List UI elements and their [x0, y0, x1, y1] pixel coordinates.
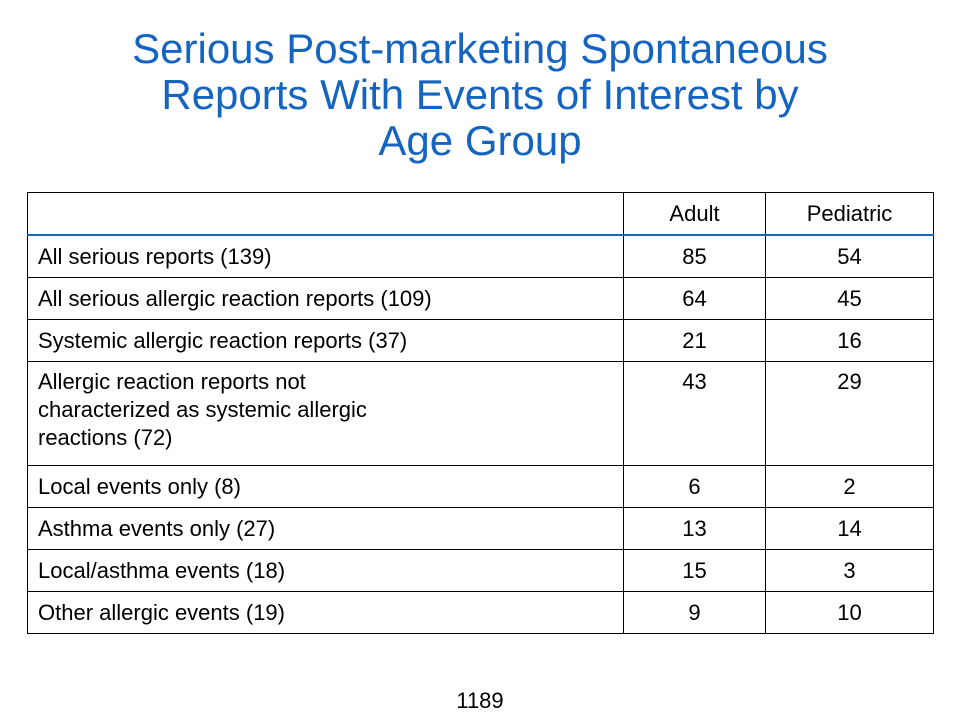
pediatric-value: 45: [765, 277, 934, 320]
table-row: Local events only (8) 6 2: [27, 465, 934, 508]
header-adult: Adult: [623, 192, 766, 236]
row-label: All serious allergic reaction reports (1…: [27, 277, 624, 320]
adult-value: 6: [623, 465, 766, 508]
page-number: 1189: [456, 688, 504, 713]
table-row: Systemic allergic reaction reports (37) …: [27, 319, 934, 362]
table-row: Other allergic events (19) 9 10: [27, 591, 934, 634]
table-row: All serious allergic reaction reports (1…: [27, 277, 934, 320]
table-row: Local/asthma events (18) 15 3: [27, 549, 934, 592]
header-pediatric: Pediatric: [765, 192, 934, 236]
row-label-line-2: characterized as systemic allergic: [38, 397, 367, 422]
table-row: All serious reports (139) 85 54: [27, 234, 934, 278]
row-label: Systemic allergic reaction reports (37): [27, 319, 624, 362]
adult-value: 43: [623, 361, 766, 466]
table-row: Allergic reaction reports not characteri…: [27, 361, 934, 466]
table-row: Asthma events only (27) 13 14: [27, 507, 934, 550]
pediatric-value: 54: [765, 234, 934, 278]
title-line-1: Serious Post-marketing Spontaneous: [132, 25, 828, 72]
adult-value: 13: [623, 507, 766, 550]
pediatric-value: 10: [765, 591, 934, 634]
table-header-row: Adult Pediatric: [27, 192, 934, 236]
adult-value: 21: [623, 319, 766, 362]
title-line-2: Reports With Events of Interest by: [161, 71, 799, 118]
header-label-cell: [27, 192, 624, 236]
adult-value: 9: [623, 591, 766, 634]
adult-value: 15: [623, 549, 766, 592]
row-label: Local events only (8): [27, 465, 624, 508]
row-label: All serious reports (139): [27, 234, 624, 278]
row-label-line-1: Allergic reaction reports not: [38, 369, 306, 394]
row-label: Other allergic events (19): [27, 591, 624, 634]
pediatric-value: 14: [765, 507, 934, 550]
row-label-line-3: reactions (72): [38, 425, 173, 450]
title-line-3: Age Group: [378, 117, 582, 164]
row-label: Local/asthma events (18): [27, 549, 624, 592]
adult-value: 64: [623, 277, 766, 320]
adult-value: 85: [623, 234, 766, 278]
row-label: Asthma events only (27): [27, 507, 624, 550]
events-table: Adult Pediatric All serious reports (139…: [27, 192, 934, 634]
pediatric-value: 29: [765, 361, 934, 466]
row-label: Allergic reaction reports not characteri…: [27, 361, 624, 466]
pediatric-value: 2: [765, 465, 934, 508]
pediatric-value: 16: [765, 319, 934, 362]
pediatric-value: 3: [765, 549, 934, 592]
slide-title: Serious Post-marketing Spontaneous Repor…: [40, 26, 920, 164]
